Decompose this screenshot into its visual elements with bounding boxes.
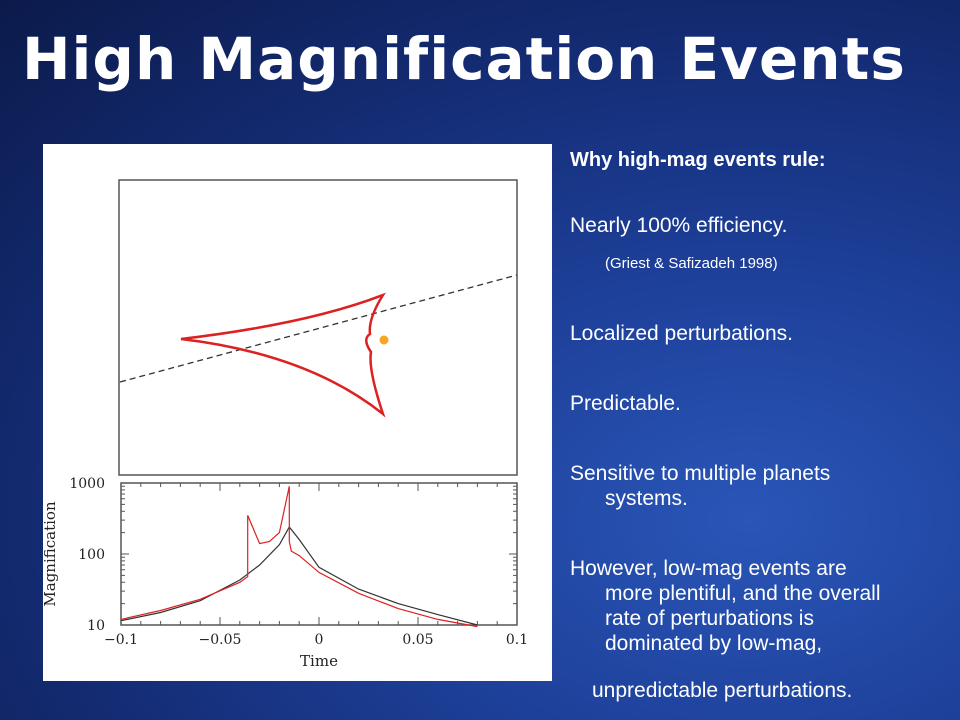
citation-text: (Griest & Safizadeh 1998) (605, 255, 778, 272)
bullet-however-line4: dominated by low-mag, (605, 632, 823, 655)
x-tick-0.05: 0.05 (402, 632, 433, 648)
x-tick-neg-0.1: −0.1 (104, 632, 138, 648)
y-tick-1000: 1000 (69, 476, 105, 492)
single-lens-curve (120, 525, 478, 626)
bullet-localized: Localized perturbations. (570, 322, 793, 345)
y-tick-100: 100 (78, 547, 105, 563)
source-trajectory-line (119, 274, 518, 383)
bullet-however-line5: unpredictable perturbations. (592, 679, 853, 702)
caustic-panel-frame (118, 179, 518, 476)
bullet-however-line3: rate of perturbations is (605, 607, 814, 630)
slide-title: High Magnification Events (22, 25, 906, 93)
bullet-however-line1: However, low-mag events are (570, 557, 847, 580)
x-tick-0: 0 (315, 632, 324, 648)
bullets-heading: Why high-mag events rule: (570, 149, 826, 171)
figure-svg: 1000 100 10 −0.1 −0.05 0 0.05 0.1 Time M… (43, 179, 528, 670)
bullet-efficiency: Nearly 100% efficiency. (570, 214, 788, 237)
x-tick-0.1: 0.1 (506, 632, 528, 648)
lightcurve-ticks (120, 482, 518, 626)
source-star-dot (379, 335, 389, 345)
x-tick-neg-0.05: −0.05 (199, 632, 242, 648)
bullet-predictable: Predictable. (570, 392, 681, 415)
y-tick-10: 10 (87, 618, 105, 634)
bullet-however-line2: more plentiful, and the overall (605, 582, 881, 605)
bullet-sensitive-line1: Sensitive to multiple planets (570, 462, 831, 485)
y-axis-label: Magnification (43, 501, 59, 607)
planetary-caustic (180, 292, 387, 418)
bullet-sensitive-line2: systems. (605, 487, 688, 510)
lightcurve-frame (120, 482, 518, 626)
x-axis-label: Time (300, 652, 338, 670)
microlensing-figure: 1000 100 10 −0.1 −0.05 0 0.05 0.1 Time M… (43, 144, 552, 681)
planetary-perturbation-curve (120, 486, 478, 628)
